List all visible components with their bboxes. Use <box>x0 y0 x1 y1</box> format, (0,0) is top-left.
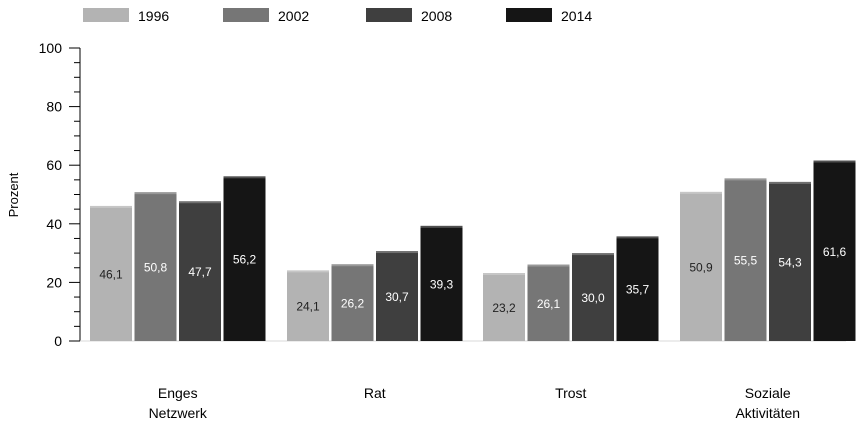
legend-swatch-2014 <box>506 8 552 22</box>
legend-label-2008: 2008 <box>421 8 452 24</box>
bar-2002-2 <box>527 264 570 341</box>
bar-highlight <box>331 264 374 267</box>
legend-label-1996: 1996 <box>138 8 169 24</box>
legend: 1996 2002 2008 2014 <box>83 8 592 24</box>
bar-highlight <box>483 273 525 276</box>
bar-highlight <box>420 225 463 228</box>
bar-highlight <box>680 191 722 194</box>
y-tick-label: 60 <box>46 157 62 173</box>
category-label: Aktivitäten <box>735 405 800 421</box>
data-label-1996-3: 50,9 <box>689 260 713 274</box>
bar-2014-3 <box>813 160 856 341</box>
bars: 46,1 50,8 47,7 56,2 24,1 26,2 30,7 39,3 23,2 26,1… <box>90 160 856 341</box>
bar-highlight <box>179 201 221 204</box>
bar-2002-0 <box>134 192 177 341</box>
data-label-2008-2: 30,0 <box>581 291 605 305</box>
data-label-2014-0: 56,2 <box>233 253 257 267</box>
y-tick-label: 80 <box>46 99 62 115</box>
legend-swatch-2002 <box>223 8 269 22</box>
legend-swatch-2008 <box>366 8 412 22</box>
bar-2014-2 <box>616 236 659 341</box>
bar-2008-1 <box>376 251 418 341</box>
bar-2002-3 <box>724 178 767 341</box>
legend-swatch-1996 <box>83 8 129 22</box>
bar-highlight <box>527 264 570 267</box>
bar-2002-1 <box>331 264 374 341</box>
category-label: Netzwerk <box>149 405 208 421</box>
data-label-1996-2: 23,2 <box>492 301 516 315</box>
category-label: Enges <box>158 385 198 401</box>
bar-2008-0 <box>179 201 221 341</box>
y-tick-label: 40 <box>46 216 62 232</box>
data-label-2002-3: 55,5 <box>734 254 758 268</box>
data-label-2014-3: 61,6 <box>823 245 847 259</box>
category-labels: Enges Netzwerk Rat Trost Soziale Aktivitäten <box>149 385 800 421</box>
data-label-2014-1: 39,3 <box>430 277 454 291</box>
bar-highlight <box>223 176 266 179</box>
bar-highlight <box>90 205 132 208</box>
data-label-2002-0: 50,8 <box>144 261 168 275</box>
y-axis-label: Prozent <box>6 172 21 217</box>
bar-1996-3 <box>680 191 722 341</box>
data-label-2008-3: 54,3 <box>778 255 802 269</box>
bar-highlight <box>134 192 177 195</box>
y-tick-label: 0 <box>54 333 62 349</box>
bar-2014-1 <box>420 225 463 341</box>
category-label: Trost <box>555 385 586 401</box>
bar-highlight <box>724 178 767 181</box>
bar-2008-2 <box>572 253 614 341</box>
bar-1996-2 <box>483 273 525 341</box>
category-label: Soziale <box>745 385 791 401</box>
data-label-1996-1: 24,1 <box>296 300 320 314</box>
bar-1996-1 <box>287 270 329 341</box>
bar-highlight <box>287 270 329 273</box>
legend-label-2014: 2014 <box>561 8 592 24</box>
bar-highlight <box>616 236 659 239</box>
data-label-2008-1: 30,7 <box>385 290 409 304</box>
data-label-2002-1: 26,2 <box>341 297 365 311</box>
bar-2014-0 <box>223 176 266 341</box>
bar-2008-3 <box>769 181 811 341</box>
bar-highlight <box>813 160 856 163</box>
legend-label-2002: 2002 <box>278 8 309 24</box>
bar-highlight <box>376 251 418 254</box>
data-label-2014-2: 35,7 <box>626 283 650 297</box>
category-label: Rat <box>364 385 386 401</box>
bar-highlight <box>769 181 811 184</box>
data-label-1996-0: 46,1 <box>99 267 123 281</box>
data-label-2008-0: 47,7 <box>188 265 212 279</box>
bar-1996-0 <box>90 205 132 341</box>
data-label-2002-2: 26,1 <box>537 297 561 311</box>
bar-highlight <box>572 253 614 256</box>
y-tick-label: 100 <box>39 40 63 56</box>
y-tick-label: 20 <box>46 274 62 290</box>
